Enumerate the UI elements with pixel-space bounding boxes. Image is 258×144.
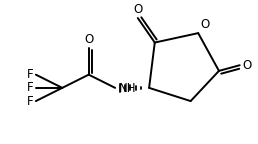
Text: NH: NH [119,82,136,95]
Text: O: O [200,18,209,31]
Text: F: F [27,68,34,81]
Text: F: F [27,95,34,108]
Text: O: O [243,59,252,72]
Text: F: F [27,81,34,94]
Text: O: O [84,33,93,46]
Text: O: O [133,3,142,16]
